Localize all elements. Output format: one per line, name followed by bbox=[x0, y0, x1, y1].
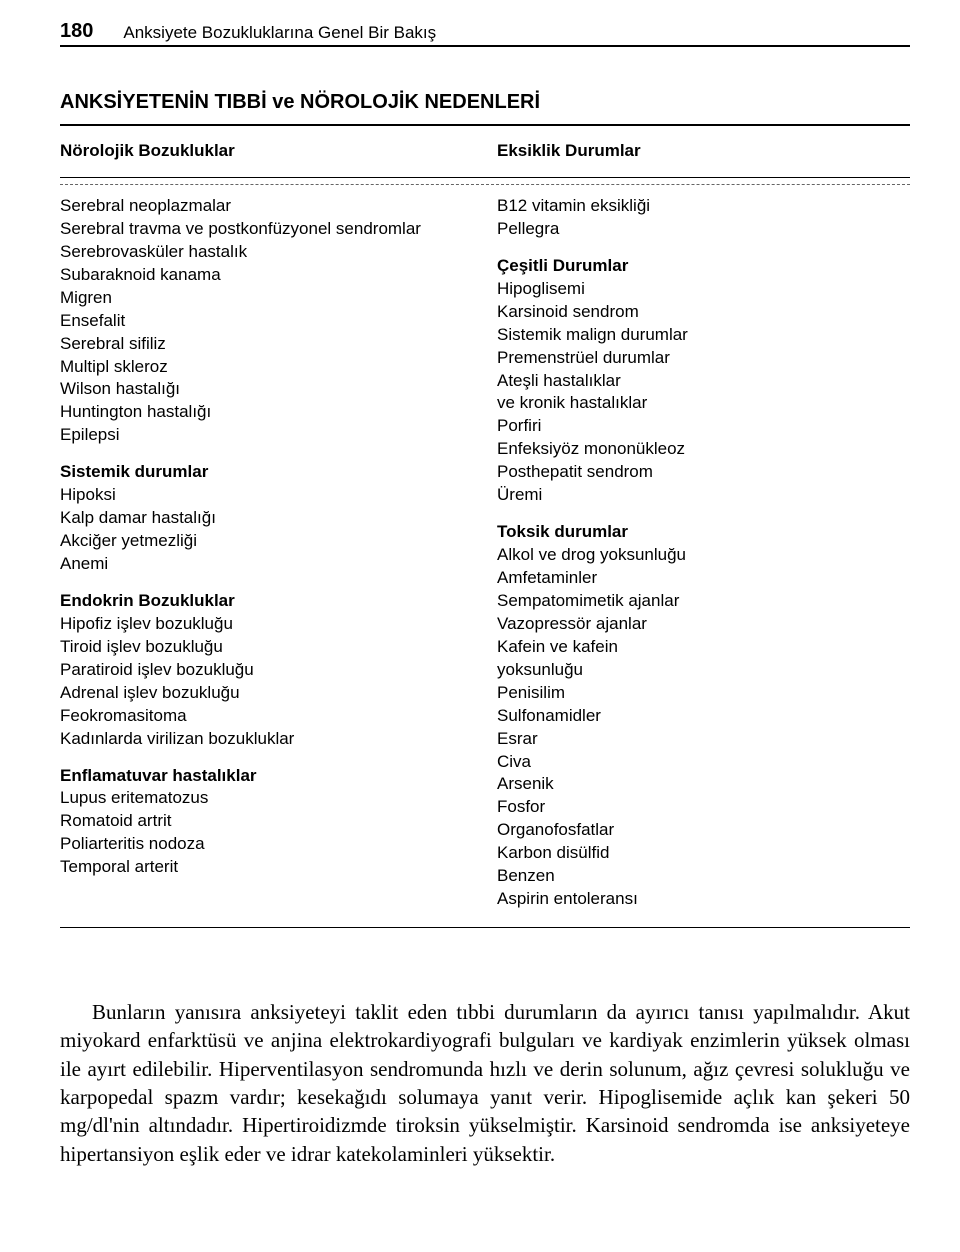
list-item: Porfiri bbox=[497, 415, 910, 438]
list-item: Üremi bbox=[497, 484, 910, 507]
left-column-title: Nörolojik Bozukluklar bbox=[60, 140, 497, 163]
left-subhead: Endokrin Bozukluklar bbox=[60, 590, 473, 613]
list-item: Tiroid işlev bozukluğu bbox=[60, 636, 473, 659]
list-item: Kafein ve kafein bbox=[497, 636, 910, 659]
list-item: Sempatomimetik ajanlar bbox=[497, 590, 910, 613]
list-item: Poliarteritis nodoza bbox=[60, 833, 473, 856]
list-item: Organofosfatlar bbox=[497, 819, 910, 842]
list-item: Enfeksiyöz mononükleoz bbox=[497, 438, 910, 461]
page-header: 180 Anksiyete Bozukluklarına Genel Bir B… bbox=[60, 20, 910, 47]
list-item: Wilson hastalığı bbox=[60, 378, 473, 401]
left-subhead: Enflamatuvar hastalıklar bbox=[60, 765, 473, 788]
list-item: Amfetaminler bbox=[497, 567, 910, 590]
list-item: Ateşli hastalıklar bbox=[497, 370, 910, 393]
list-item: Kalp damar hastalığı bbox=[60, 507, 473, 530]
body-paragraph: Bunların yanısıra anksiyeteyi taklit ede… bbox=[60, 998, 910, 1168]
list-item: Premenstrüel durumlar bbox=[497, 347, 910, 370]
page-number: 180 bbox=[60, 20, 93, 43]
list-item: Alkol ve drog yoksunluğu bbox=[497, 544, 910, 567]
list-item: Paratiroid işlev bozukluğu bbox=[60, 659, 473, 682]
list-item: Pellegra bbox=[497, 218, 910, 241]
list-item: Benzen bbox=[497, 865, 910, 888]
list-item: Ensefalit bbox=[60, 310, 473, 333]
list-item: Kadınlarda virilizan bozukluklar bbox=[60, 728, 473, 751]
left-column: Serebral neoplazmalar Serebral travma ve… bbox=[60, 195, 497, 911]
right-subhead: Çeşitli Durumlar bbox=[497, 255, 910, 278]
list-item: Adrenal işlev bozukluğu bbox=[60, 682, 473, 705]
list-item: Sistemik malign durumlar bbox=[497, 324, 910, 347]
list-item: Serebrovasküler hastalık bbox=[60, 241, 473, 264]
list-item: ve kronik hastalıklar bbox=[497, 392, 910, 415]
list-item: Esrar bbox=[497, 728, 910, 751]
heading-rule-mid bbox=[60, 177, 910, 178]
list-item: Anemi bbox=[60, 553, 473, 576]
list-item: Karsinoid sendrom bbox=[497, 301, 910, 324]
list-item: Serebral sifiliz bbox=[60, 333, 473, 356]
heading-rule-speckle bbox=[60, 184, 910, 185]
page-root: 180 Anksiyete Bozukluklarına Genel Bir B… bbox=[0, 0, 960, 1252]
list-item: Posthepatit sendrom bbox=[497, 461, 910, 484]
list-item: Penisilim bbox=[497, 682, 910, 705]
list-item: B12 vitamin eksikliği bbox=[497, 195, 910, 218]
list-item: Serebral neoplazmalar bbox=[60, 195, 473, 218]
list-item: Migren bbox=[60, 287, 473, 310]
list-item: Aspirin entoleransı bbox=[497, 888, 910, 911]
list-item: Civa bbox=[497, 751, 910, 774]
list-item: yoksunluğu bbox=[497, 659, 910, 682]
column-headers-row: Nörolojik Bozukluklar Eksiklik Durumlar bbox=[60, 126, 910, 177]
table-bottom-rule bbox=[60, 927, 910, 928]
list-item: Fosfor bbox=[497, 796, 910, 819]
list-item: Akciğer yetmezliği bbox=[60, 530, 473, 553]
list-item: Epilepsi bbox=[60, 424, 473, 447]
header-title: Anksiyete Bozukluklarına Genel Bir Bakış bbox=[123, 23, 436, 43]
list-item: Multipl skleroz bbox=[60, 356, 473, 379]
list-item: Romatoid artrit bbox=[60, 810, 473, 833]
list-item: Hipofiz işlev bozukluğu bbox=[60, 613, 473, 636]
list-item: Lupus eritematozus bbox=[60, 787, 473, 810]
list-item: Arsenik bbox=[497, 773, 910, 796]
list-item: Subaraknoid kanama bbox=[60, 264, 473, 287]
left-subhead: Sistemik durumlar bbox=[60, 461, 473, 484]
content-columns: Serebral neoplazmalar Serebral travma ve… bbox=[60, 195, 910, 911]
right-column-title: Eksiklik Durumlar bbox=[497, 140, 910, 163]
list-item: Huntington hastalığı bbox=[60, 401, 473, 424]
list-item: Vazopressör ajanlar bbox=[497, 613, 910, 636]
list-item: Feokromasitoma bbox=[60, 705, 473, 728]
list-item: Hipoksi bbox=[60, 484, 473, 507]
right-subhead: Toksik durumlar bbox=[497, 521, 910, 544]
list-item: Karbon disülfid bbox=[497, 842, 910, 865]
list-item: Temporal arterit bbox=[60, 856, 473, 879]
main-heading: ANKSİYETENİN TIBBİ ve NÖROLOJİK NEDENLER… bbox=[60, 91, 910, 114]
list-item: Serebral travma ve postkonfüzyonel sendr… bbox=[60, 218, 473, 241]
right-column: B12 vitamin eksikliği Pellegra Çeşitli D… bbox=[497, 195, 910, 911]
list-item: Hipoglisemi bbox=[497, 278, 910, 301]
list-item: Sulfonamidler bbox=[497, 705, 910, 728]
